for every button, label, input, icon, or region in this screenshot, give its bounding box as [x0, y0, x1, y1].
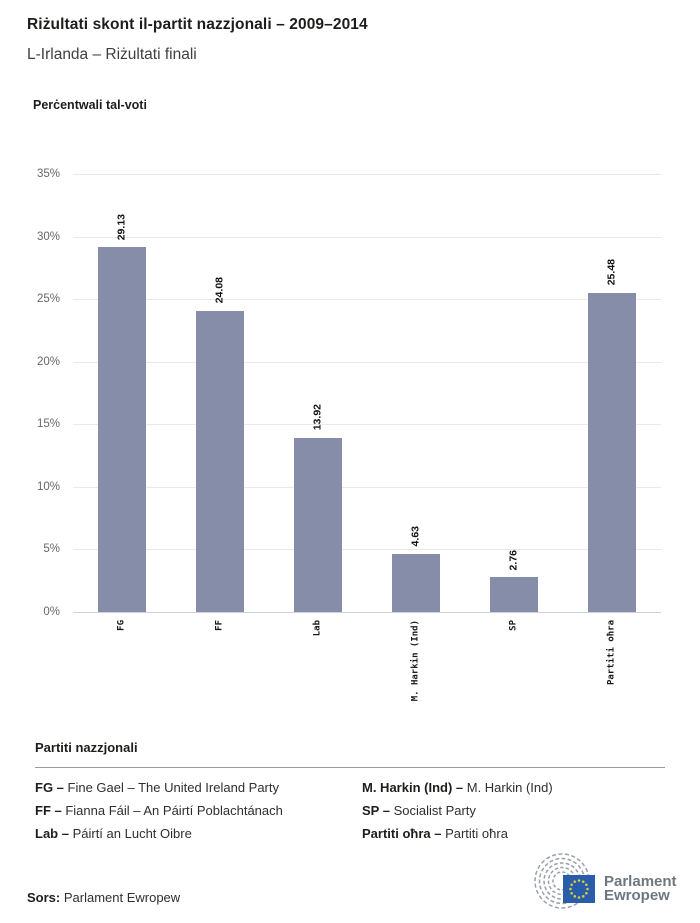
legend-item: FG – Fine Gael – The United Ireland Part… [35, 780, 283, 803]
gridline [73, 361, 661, 363]
source-label: Sors: [27, 890, 61, 905]
gridline [73, 424, 661, 426]
legend-item-name: Socialist Party [393, 803, 476, 818]
y-tick-label: 0% [43, 606, 60, 618]
legend-item: Partiti oħra – Partiti oħra [362, 826, 553, 849]
legend-item: M. Harkin (Ind) – M. Harkin (Ind) [362, 780, 553, 803]
gridline [73, 486, 661, 488]
y-tick-label: 20% [36, 355, 60, 368]
gridline [73, 549, 661, 551]
chart-bar[interactable] [98, 247, 146, 612]
y-tick-label: 15% [36, 418, 60, 431]
page-subtitle: L-Irlanda – Riżultati finali [27, 46, 197, 63]
x-axis: FG FF Lab M. Harkin (Ind) SP Partiti oħra [73, 620, 661, 725]
bar-value-label: 25.48 [605, 259, 618, 286]
legend-item-name: M. Harkin (Ind) [466, 780, 553, 795]
legend-item: Lab – Páirtí an Lucht Oibre [35, 826, 283, 849]
x-category-label: M. Harkin (Ind) [410, 620, 421, 702]
y-tick-label: 30% [36, 230, 60, 243]
source-name: Parlament Ewropew [60, 890, 181, 905]
legend-item: FF – Fianna Fáil – An Páirtí Poblachtána… [35, 803, 283, 826]
x-category-label: FG [116, 620, 127, 631]
chart-bar[interactable] [196, 310, 244, 612]
x-category-label: Partiti oħra [606, 620, 617, 686]
legend-item-name: Fianna Fáil – An Páirtí Poblachtánach [65, 803, 283, 818]
x-category-label: FF [214, 620, 225, 631]
chart-bar[interactable] [294, 437, 342, 612]
legend-divider [35, 767, 665, 768]
chart-bar[interactable] [490, 577, 538, 612]
legend-item-key: FG – [35, 780, 68, 795]
eu-flag-icon [563, 875, 595, 903]
gridline [73, 174, 661, 175]
legend-item-name: Partiti oħra [445, 826, 508, 841]
legend-column-left: FG – Fine Gael – The United Ireland Part… [35, 780, 283, 849]
bar-value-label: 13.92 [311, 404, 324, 431]
bar-value-label: 29.13 [115, 213, 128, 240]
eu-parliament-logo: Parlament Ewropew [534, 853, 677, 909]
chart-bar[interactable] [588, 293, 636, 612]
legend-item-key: FF – [35, 803, 66, 818]
legend-heading: Partiti nazzjonali [35, 740, 138, 755]
logo-wordmark: Parlament Ewropew [604, 873, 677, 904]
gridline [73, 236, 661, 238]
y-tick-label: 35% [36, 168, 60, 180]
legend-item-key: Partiti oħra – [362, 826, 446, 841]
source-line: Sors: Parlament Ewropew [27, 890, 180, 905]
legend-item-key: Lab – [35, 826, 73, 841]
y-tick-label: 5% [43, 543, 60, 556]
logo-text-line1: Parlament [604, 873, 677, 890]
legend-item-name: Fine Gael – The United Ireland Party [67, 780, 280, 795]
bar-value-label: 2.76 [507, 549, 520, 570]
gridline [73, 299, 661, 301]
plot-area: 29.13 24.08 13.92 4.63 2.76 25.48 [73, 174, 661, 613]
page-title: Riżultati skont il-partit nazzjonali – 2… [27, 16, 368, 33]
legend-item: SP – Socialist Party [362, 803, 553, 826]
legend-item-key: SP – [362, 803, 394, 818]
bar-value-label: 24.08 [213, 276, 226, 304]
logo-text-line2: Ewropew [604, 887, 670, 904]
legend-column-right: M. Harkin (Ind) – M. Harkin (Ind) SP – So… [362, 780, 553, 849]
legend-item-key: M. Harkin (Ind) – [362, 780, 467, 795]
y-tick-label: 25% [36, 293, 60, 306]
x-category-label: SP [508, 620, 519, 631]
x-category-label: Lab [312, 620, 323, 637]
y-tick-label: 10% [36, 480, 60, 493]
legend-item-name: Páirtí an Lucht Oibre [72, 826, 192, 841]
chart-bar[interactable] [392, 554, 440, 612]
bar-value-label: 4.63 [409, 526, 422, 547]
y-axis-title: Perċentwali tal-voti [33, 98, 147, 112]
